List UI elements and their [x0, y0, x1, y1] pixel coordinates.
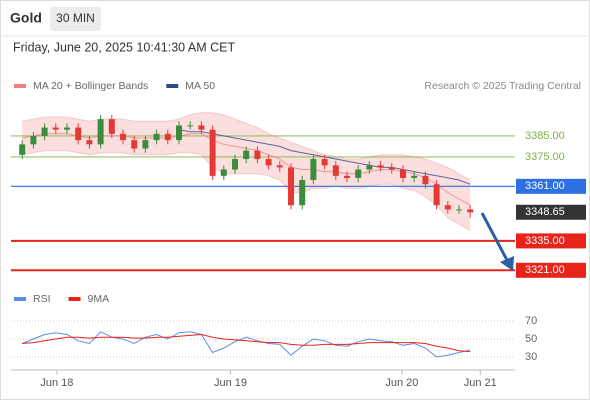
level-label: 3335.00 — [525, 235, 565, 247]
forecast-arrowhead — [500, 256, 514, 271]
candle-body — [52, 127, 59, 130]
x-tick-label: Jun 21 — [464, 377, 497, 389]
candle-body — [232, 159, 238, 170]
candle-body — [276, 165, 283, 168]
candle-body — [332, 165, 339, 176]
legend-label: MA 20 + Bollinger Bands — [33, 80, 148, 92]
candle-body — [153, 133, 160, 141]
candle-body — [41, 127, 48, 136]
candle-body — [321, 159, 328, 166]
level-box — [516, 233, 586, 249]
candle-body — [388, 167, 395, 170]
legend-swatch — [14, 84, 26, 88]
candle-body — [411, 175, 418, 178]
candle-body — [164, 133, 171, 141]
x-tick-label: Jun 18 — [40, 377, 73, 389]
candle-body — [30, 135, 37, 145]
candle-body — [400, 169, 406, 178]
candle-body — [220, 169, 227, 176]
candle-body — [299, 180, 306, 206]
candle-body — [86, 140, 93, 145]
y-tick-label: 70 — [525, 315, 537, 327]
legend-label: MA 50 — [185, 80, 215, 92]
level-label: 3375.00 — [525, 151, 565, 163]
bollinger-lower — [22, 150, 471, 231]
candle-body — [254, 150, 261, 160]
x-tick-label: Jun 20 — [385, 377, 418, 389]
legend-label: 9MA — [88, 293, 110, 305]
timeframe[interactable]: 30 MIN — [56, 11, 95, 25]
candle-body — [75, 127, 82, 141]
level-label: 3321.00 — [525, 264, 565, 276]
candle-body — [366, 165, 373, 170]
legend-label: RSI — [33, 293, 51, 305]
source: Research © 2025 Trading Central — [424, 80, 581, 92]
level-box — [516, 178, 586, 194]
level-box — [516, 262, 586, 278]
candle-body — [19, 144, 26, 155]
x-tick-label: Jun 19 — [214, 377, 247, 389]
candle-body — [97, 119, 104, 145]
level-label: 3361.00 — [525, 180, 565, 192]
date: Friday, June 20, 2025 10:41:30 AM CET — [13, 40, 235, 54]
candle-body — [265, 159, 272, 166]
candle-body — [355, 169, 362, 178]
candle-body — [142, 140, 149, 149]
candle-body — [344, 175, 350, 178]
candle-body — [310, 159, 317, 181]
candle-body — [64, 127, 70, 130]
y-tick-label: 50 — [525, 333, 537, 345]
legend-swatch — [14, 297, 26, 301]
forecast-arrow — [480, 212, 510, 263]
level-label: 3385.00 — [525, 130, 565, 142]
legend-swatch — [166, 84, 179, 88]
candle-body — [456, 209, 462, 211]
candle-body — [288, 167, 294, 206]
candle-body — [243, 150, 250, 160]
candle-body — [467, 209, 474, 213]
timeframe-box[interactable] — [50, 7, 101, 31]
candle-body — [422, 175, 429, 185]
candle-body — [377, 165, 384, 168]
candle-body — [187, 125, 194, 127]
candle-body — [131, 140, 138, 149]
symbol: Gold — [10, 10, 42, 26]
candle-body — [198, 125, 205, 130]
bollinger-upper — [22, 112, 471, 181]
candle-body — [176, 125, 182, 141]
rsi-line — [22, 333, 471, 353]
candle-body — [108, 119, 115, 134]
legend-swatch — [68, 297, 81, 301]
candle-body — [120, 133, 126, 141]
y-tick-label: 30 — [525, 351, 537, 363]
candle-body — [433, 184, 440, 206]
level-box — [516, 204, 586, 220]
candle-body — [444, 205, 451, 210]
candle-body — [209, 129, 216, 176]
level-label: 3348.65 — [525, 206, 565, 218]
